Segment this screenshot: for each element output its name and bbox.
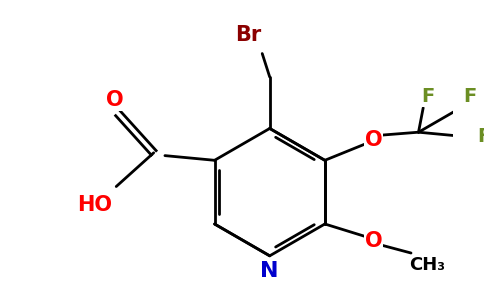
Text: O: O	[365, 130, 382, 150]
Text: F: F	[463, 87, 477, 106]
Text: HO: HO	[77, 195, 112, 215]
Text: F: F	[477, 128, 484, 146]
Text: Br: Br	[235, 25, 261, 45]
Text: CH₃: CH₃	[409, 256, 445, 274]
Text: O: O	[365, 231, 382, 251]
Text: O: O	[106, 90, 123, 110]
Text: N: N	[260, 261, 279, 281]
Text: F: F	[421, 87, 435, 106]
